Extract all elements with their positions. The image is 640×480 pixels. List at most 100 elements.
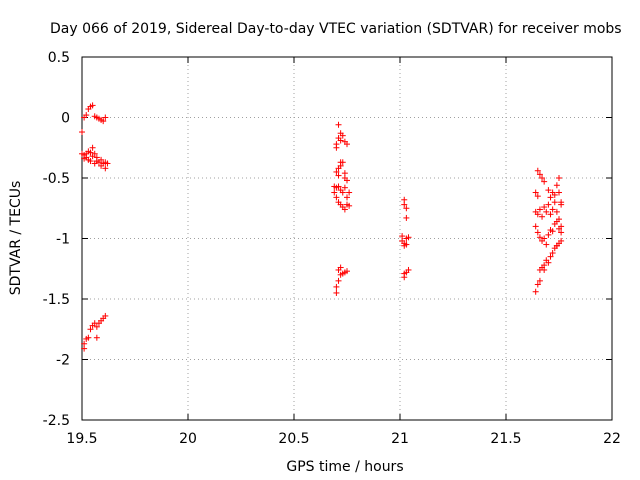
x-tick-label: 21 bbox=[391, 431, 409, 447]
x-tick-label: 22 bbox=[603, 431, 621, 447]
data-point bbox=[545, 231, 552, 238]
data-point bbox=[532, 223, 539, 230]
data-point bbox=[403, 205, 410, 212]
data-point bbox=[536, 171, 543, 178]
data-point bbox=[541, 262, 548, 269]
grid-lines bbox=[82, 57, 612, 420]
data-point bbox=[79, 129, 85, 136]
data-point bbox=[335, 183, 342, 190]
data-point bbox=[333, 194, 340, 201]
data-point bbox=[91, 150, 98, 157]
data-point bbox=[405, 234, 412, 241]
data-point bbox=[93, 323, 100, 330]
data-point bbox=[532, 189, 539, 196]
data-point bbox=[89, 102, 96, 109]
data-point bbox=[344, 194, 350, 201]
data-point bbox=[102, 114, 109, 121]
data-point bbox=[87, 326, 94, 333]
y-tick-labels: 0.5 0 -0.5 -1 -1.5 -2 -2.5 bbox=[43, 50, 70, 429]
data-point bbox=[547, 253, 554, 260]
data-point bbox=[81, 340, 88, 347]
data-point bbox=[543, 241, 550, 248]
data-point bbox=[549, 228, 556, 235]
data-point bbox=[534, 281, 541, 288]
data-point bbox=[539, 175, 546, 181]
data-point bbox=[403, 241, 410, 248]
data-point bbox=[339, 189, 346, 196]
data-point bbox=[89, 144, 96, 151]
data-point bbox=[337, 264, 344, 271]
data-point bbox=[558, 201, 565, 208]
y-tick-label: -2.5 bbox=[43, 413, 70, 429]
y-tick-label: 0 bbox=[61, 111, 70, 127]
data-point bbox=[102, 165, 109, 172]
data-point bbox=[341, 184, 348, 191]
data-point bbox=[551, 199, 558, 206]
data-point bbox=[547, 194, 554, 201]
data-point bbox=[346, 189, 353, 196]
data-point bbox=[85, 334, 92, 341]
x-tick-labels: 19.5 20 20.5 21 21.5 22 bbox=[66, 431, 621, 447]
data-point bbox=[337, 137, 344, 144]
data-point bbox=[98, 156, 105, 163]
data-point bbox=[401, 201, 408, 208]
data-point bbox=[545, 201, 552, 208]
data-point bbox=[541, 235, 548, 242]
data-point bbox=[534, 193, 541, 200]
data-point bbox=[335, 121, 342, 128]
data-point bbox=[344, 141, 350, 148]
data-point bbox=[558, 229, 565, 236]
data-point bbox=[541, 204, 548, 211]
data-point bbox=[545, 187, 552, 194]
data-point bbox=[545, 259, 552, 266]
data-point bbox=[333, 289, 340, 296]
data-point bbox=[534, 167, 541, 174]
data-point bbox=[333, 141, 340, 148]
data-point bbox=[87, 158, 94, 165]
data-point bbox=[401, 274, 408, 281]
data-point bbox=[541, 178, 548, 185]
data-point bbox=[100, 118, 107, 125]
y-tick-label: -1 bbox=[56, 232, 70, 248]
data-point bbox=[556, 225, 562, 232]
y-tick-label: -1.5 bbox=[43, 292, 70, 308]
data-point bbox=[532, 288, 539, 295]
y-tick-label: -2 bbox=[56, 353, 70, 369]
data-point bbox=[553, 242, 560, 249]
x-tick-label: 19.5 bbox=[66, 431, 97, 447]
y-axis-label: SDTVAR / TECUs bbox=[8, 181, 24, 296]
data-point bbox=[341, 206, 348, 213]
x-tick-label: 20.5 bbox=[278, 431, 309, 447]
axis-ticks bbox=[81, 56, 613, 421]
data-point bbox=[335, 172, 342, 179]
y-tick-label: -0.5 bbox=[43, 171, 70, 187]
data-point bbox=[344, 177, 350, 184]
chart-title: Day 066 of 2019, Sidereal Day-to-day VTE… bbox=[50, 21, 622, 37]
data-point bbox=[333, 283, 340, 290]
data-point bbox=[539, 213, 546, 220]
data-point bbox=[331, 189, 338, 196]
data-point bbox=[102, 312, 109, 319]
data-point bbox=[534, 211, 541, 218]
data-point bbox=[339, 159, 346, 166]
data-point bbox=[87, 149, 94, 156]
data-points bbox=[79, 102, 565, 352]
data-point bbox=[549, 250, 556, 257]
data-point bbox=[549, 206, 556, 213]
data-point bbox=[536, 277, 543, 284]
x-tick-label: 20 bbox=[179, 431, 197, 447]
data-point bbox=[534, 229, 541, 236]
data-point bbox=[346, 202, 353, 209]
data-point bbox=[551, 191, 558, 198]
data-point bbox=[543, 208, 550, 215]
data-point bbox=[536, 234, 543, 241]
data-point bbox=[104, 160, 111, 167]
data-point bbox=[553, 182, 560, 189]
data-point bbox=[83, 112, 90, 119]
data-point bbox=[335, 277, 342, 284]
data-point bbox=[536, 206, 543, 213]
data-point bbox=[339, 132, 346, 139]
data-point bbox=[547, 211, 554, 218]
data-point bbox=[556, 175, 562, 181]
